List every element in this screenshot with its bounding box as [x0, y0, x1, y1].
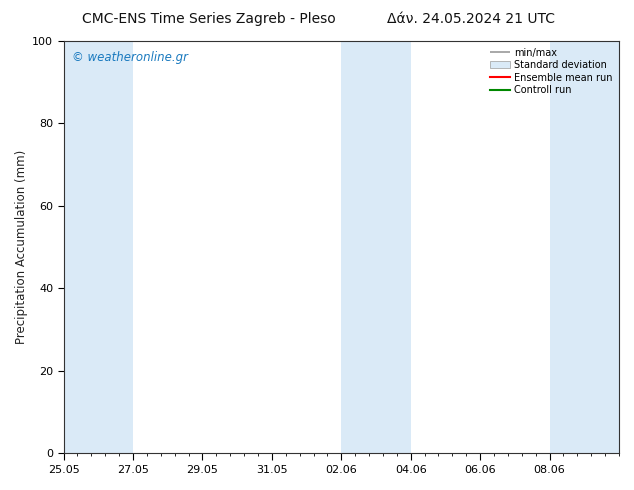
- Bar: [550, 41, 619, 453]
- Text: © weatheronline.gr: © weatheronline.gr: [72, 51, 188, 64]
- Legend: min/max, Standard deviation, Ensemble mean run, Controll run: min/max, Standard deviation, Ensemble me…: [488, 46, 614, 97]
- Bar: [341, 41, 411, 453]
- Bar: [63, 41, 133, 453]
- Text: CMC-ENS Time Series Zagreb - Pleso: CMC-ENS Time Series Zagreb - Pleso: [82, 12, 336, 26]
- Text: Δάν. 24.05.2024 21 UTC: Δάν. 24.05.2024 21 UTC: [387, 12, 555, 26]
- Y-axis label: Precipitation Accumulation (mm): Precipitation Accumulation (mm): [15, 150, 28, 344]
